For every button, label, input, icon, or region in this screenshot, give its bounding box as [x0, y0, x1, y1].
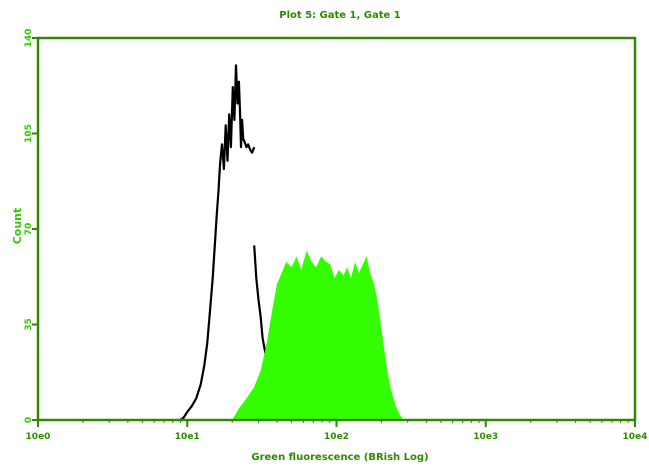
x-tick-label: 10e2: [324, 432, 349, 442]
x-tick-label: 10e4: [623, 432, 648, 442]
series-0-histogram-line: [179, 64, 256, 421]
y-tick-label: 105: [24, 124, 34, 143]
x-tick-label: 10e0: [26, 432, 51, 442]
x-axis-label: Green fluorescence (BRish Log): [251, 452, 428, 463]
series-2-histogram-fill: [232, 250, 404, 420]
y-tick-label: 0: [24, 417, 34, 423]
y-tick-label: 35: [24, 318, 34, 331]
y-tick-label: 70: [24, 223, 34, 236]
x-tick-label: 10e1: [175, 432, 200, 442]
y-tick-label: 140: [24, 29, 34, 48]
x-tick-label: 10e3: [473, 432, 498, 442]
chart-title: Plot 5: Gate 1, Gate 1: [279, 10, 401, 21]
y-axis-label: Count: [11, 208, 24, 245]
